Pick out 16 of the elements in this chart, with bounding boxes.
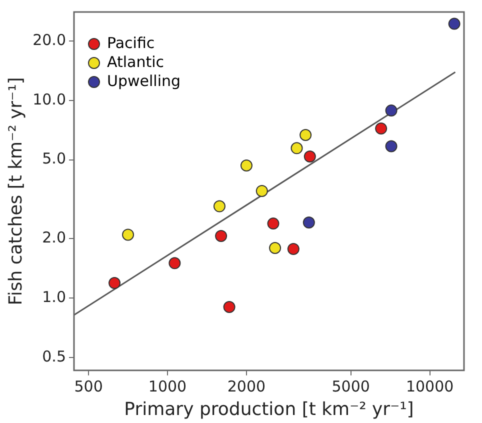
legend-label: Pacific: [106, 34, 155, 53]
y-tick-label: 20.0: [32, 30, 66, 49]
y-tick-label: 2.0: [42, 228, 66, 246]
x-tick-label: 5000: [332, 377, 370, 396]
x-axis-title: Primary production [t km⁻² yr⁻¹]: [124, 398, 414, 420]
legend-label: Atlantic: [106, 53, 164, 72]
x-tick-label: 1000: [148, 377, 187, 396]
y-tick-label: 10.0: [32, 90, 66, 108]
y-tick-label: 0.5: [42, 347, 66, 366]
legend-label: Upwelling: [106, 72, 181, 91]
x-tick-label: 2000: [227, 377, 266, 396]
x-tick-label: 10000: [406, 377, 454, 396]
y-axis-title: Fish catches [t km⁻² yr⁻¹]: [5, 77, 26, 306]
x-tick-label: 500: [74, 377, 103, 396]
y-tick-label: 1.0: [42, 288, 66, 306]
y-tick-label: 5.0: [42, 150, 66, 168]
